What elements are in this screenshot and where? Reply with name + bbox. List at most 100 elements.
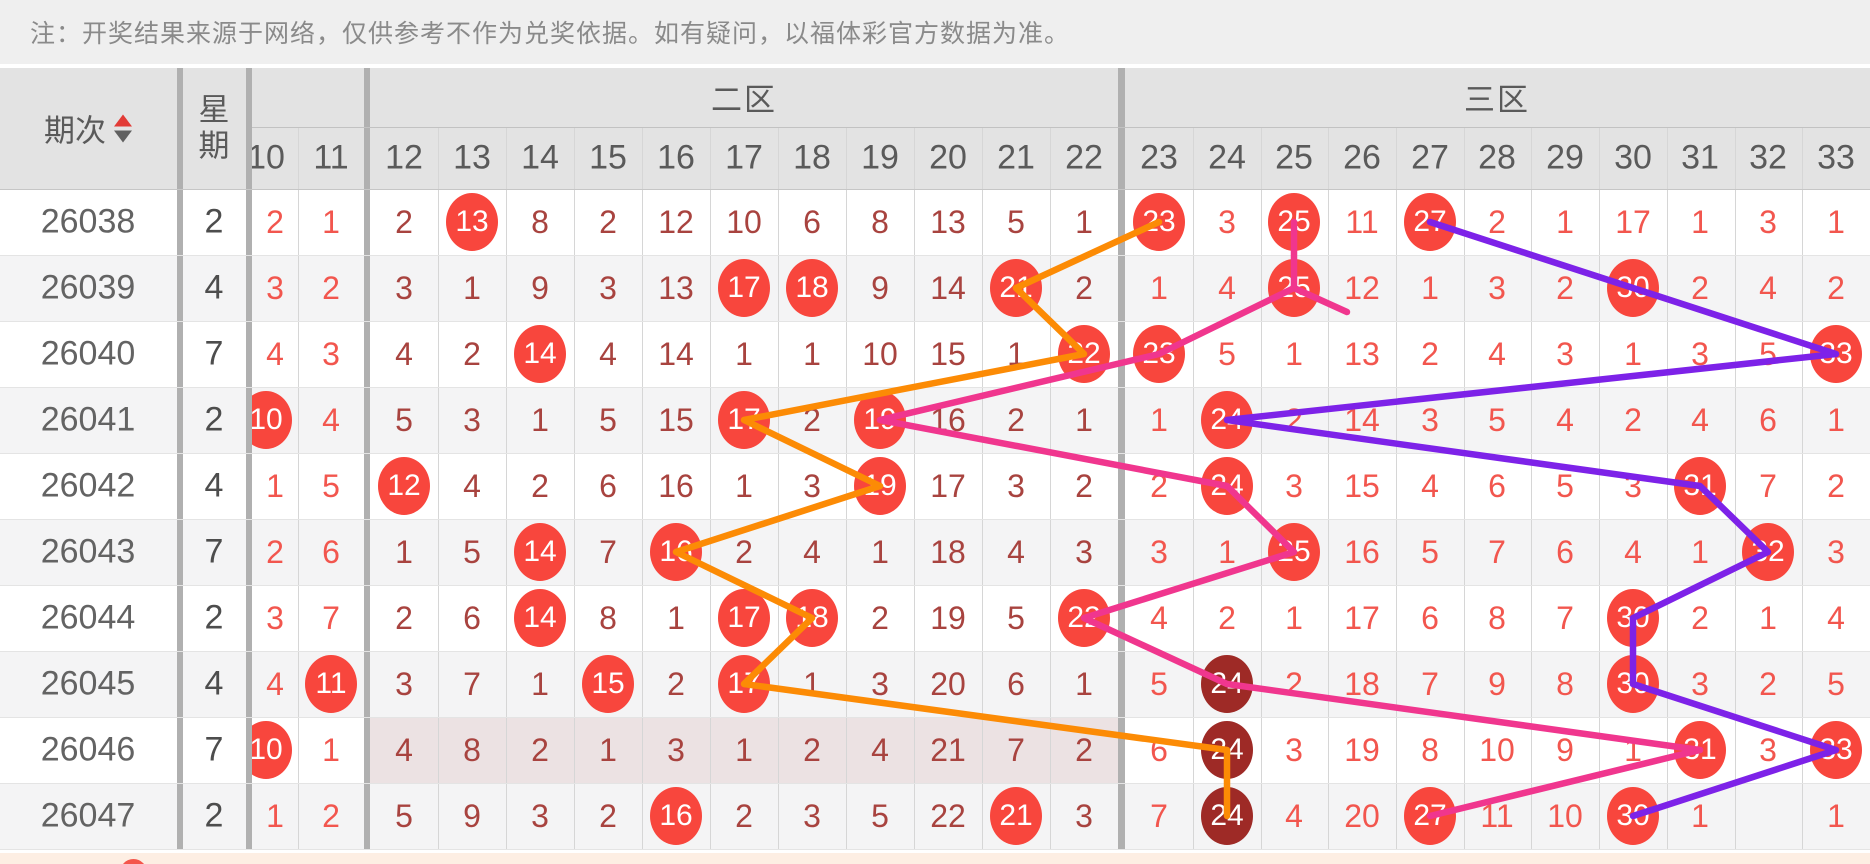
lottery-ball: 23 [1133,325,1185,383]
lottery-ball: 14 [514,523,566,581]
miss-count: 3 [1488,270,1506,306]
miss-count: 6 [463,600,481,636]
period-cell: 26038 [40,202,136,241]
period-cell: 26047 [40,796,136,835]
column-header-label: 28 [1478,138,1516,177]
miss-count: 3 [1827,534,1845,570]
miss-count: 1 [1007,336,1025,372]
column-gridline [506,127,507,849]
column-gridline [710,127,711,849]
miss-count: 2 [803,732,821,768]
miss-count: 2 [1556,270,1574,306]
miss-count: 9 [871,270,889,306]
miss-count: 2 [1285,402,1303,438]
miss-count: 14 [930,270,966,306]
miss-count: 4 [1218,270,1236,306]
miss-count: 3 [1759,732,1777,768]
lottery-ball: 14 [514,325,566,383]
legend-ball-partial-icon [120,859,147,864]
miss-count: 1 [266,468,284,504]
lottery-ball: 30 [1607,787,1659,845]
header-midline [252,127,1870,128]
miss-count: 15 [1344,468,1380,504]
period-cell: 26042 [40,466,136,505]
miss-count: 3 [1285,732,1303,768]
miss-count: 4 [803,534,821,570]
miss-count: 16 [1344,534,1380,570]
miss-count: 5 [1421,534,1439,570]
miss-count: 1 [1421,270,1439,306]
zone-divider [246,68,252,849]
miss-count: 2 [1218,600,1236,636]
miss-count: 16 [658,468,694,504]
miss-count: 7 [1759,468,1777,504]
column-gridline [298,127,299,849]
miss-count: 1 [1556,204,1574,240]
miss-count: 18 [930,534,966,570]
column-gridline [1396,127,1397,849]
miss-count: 1 [1827,204,1845,240]
miss-count: 12 [658,204,694,240]
zone-divider [177,68,183,849]
miss-count: 6 [1759,402,1777,438]
miss-count: 7 [1488,534,1506,570]
miss-count: 4 [463,468,481,504]
column-gridline [982,127,983,849]
lottery-ball: 16 [650,523,702,581]
column-header-label: 24 [1208,138,1246,177]
miss-count: 2 [266,204,284,240]
miss-count: 1 [1827,402,1845,438]
column-header-label: 14 [521,138,559,177]
column-gridline [642,127,643,849]
lottery-ball: 25 [1268,259,1320,317]
column-header-label: 23 [1140,138,1178,177]
miss-count: 17 [1344,600,1380,636]
miss-count: 4 [266,666,284,702]
sort-control[interactable] [114,114,132,142]
miss-count: 2 [1488,204,1506,240]
miss-count: 1 [1285,336,1303,372]
row-separator [0,321,1870,322]
column-header-label: 21 [997,138,1035,177]
lottery-ball: 11 [305,655,357,713]
row-separator [0,783,1870,784]
lottery-ball: 33 [1810,721,1862,779]
miss-count: 1 [667,600,685,636]
lottery-ball: 14 [514,589,566,647]
column-header-label: 11 [313,138,349,177]
sort-asc-icon[interactable] [114,114,132,126]
miss-count: 4 [1150,600,1168,636]
miss-count: 1 [1827,798,1845,834]
miss-count: 9 [531,270,549,306]
miss-count: 3 [531,798,549,834]
miss-count: 1 [1624,336,1642,372]
miss-count: 1 [1150,402,1168,438]
lottery-ball-clipped: 10 [252,717,298,783]
lottery-ball-repeat: 24 [1201,787,1253,845]
lottery-ball: 10 [252,391,292,449]
lottery-ball: 24 [1201,457,1253,515]
miss-count: 9 [463,798,481,834]
miss-count: 4 [1488,336,1506,372]
zone-divider [1118,68,1125,849]
miss-count: 13 [1344,336,1380,372]
miss-count: 3 [1075,798,1093,834]
miss-count: 4 [322,402,340,438]
column-gridline [1802,127,1803,849]
miss-count: 3 [1691,666,1709,702]
miss-count: 7 [1150,798,1168,834]
miss-count: 9 [1488,666,1506,702]
lottery-ball: 30 [1607,259,1659,317]
miss-count: 10 [1479,732,1515,768]
miss-count: 1 [322,732,340,768]
column-header-clipped: 10 [252,132,298,184]
miss-count: 16 [930,402,966,438]
sort-desc-icon[interactable] [114,130,132,142]
miss-count: 3 [803,468,821,504]
column-header-label: 30 [1614,138,1652,177]
miss-count: 2 [1075,732,1093,768]
column-header-label: 33 [1817,138,1855,177]
column-header-label: 12 [385,138,423,177]
miss-count: 5 [1488,402,1506,438]
period-cell: 26045 [40,664,136,703]
